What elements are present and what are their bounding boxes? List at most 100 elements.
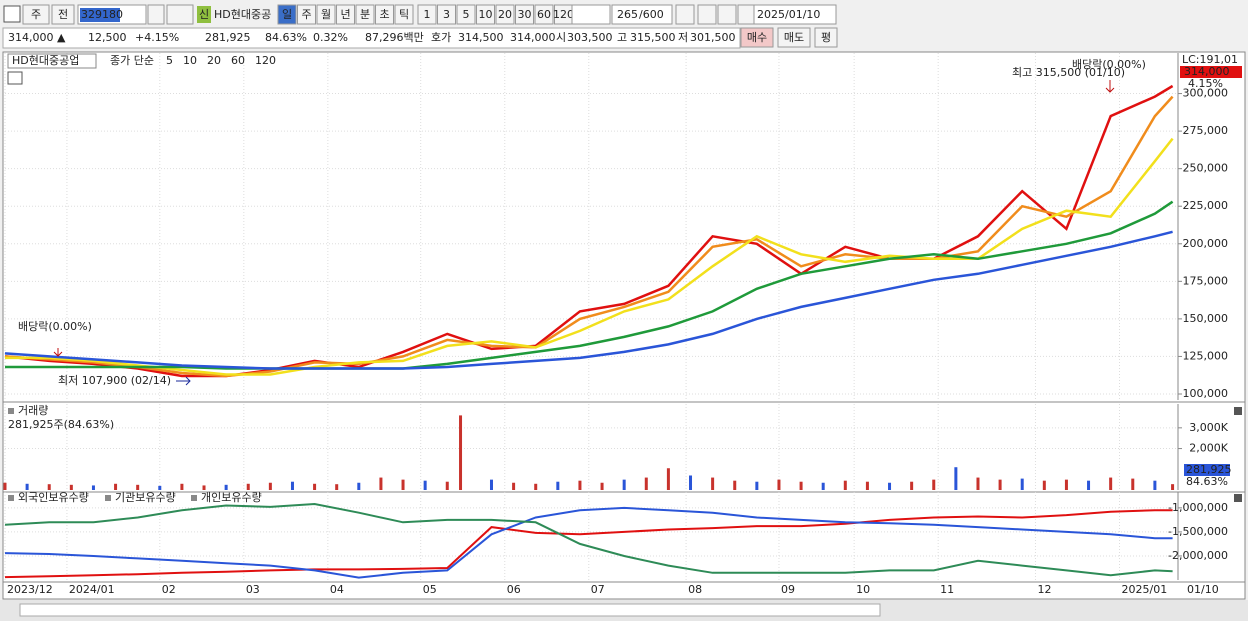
period[interactable]: 일 — [282, 7, 292, 21]
period[interactable]: 월 — [321, 8, 331, 21]
close-button[interactable] — [1234, 494, 1242, 502]
interval-button[interactable] — [495, 4, 515, 25]
period[interactable]: 틱 — [399, 8, 409, 21]
volume-bar — [644, 477, 648, 490]
volume-bar — [976, 477, 980, 490]
code-highlight — [80, 8, 120, 22]
eval-button[interactable]: 평 — [821, 31, 831, 44]
prev[interactable]: 전 — [58, 8, 68, 21]
interval[interactable]: 3 — [443, 8, 450, 21]
series-line — [5, 137, 1174, 376]
volume-bar — [91, 485, 95, 490]
volume-bar — [136, 484, 140, 490]
annotation: 최고 315,500 (01/10) — [1012, 66, 1125, 79]
period[interactable]: 년 — [340, 8, 350, 21]
volume-subtitle: 281,925주(84.63%) — [8, 418, 114, 431]
interval-button[interactable] — [417, 4, 437, 25]
count-input[interactable] — [571, 4, 611, 25]
count-box[interactable] — [611, 4, 673, 25]
series-line — [4, 230, 1173, 370]
count-max: /600 — [639, 8, 664, 21]
interval-button[interactable] — [437, 4, 456, 25]
period[interactable]: 주 — [301, 8, 311, 21]
x-tick-label: 2023/12 — [7, 583, 53, 596]
tool-button[interactable] — [675, 4, 695, 25]
period-button[interactable] — [375, 4, 394, 25]
interval[interactable]: 60 — [537, 8, 551, 21]
code[interactable]: 329180 — [81, 8, 123, 21]
legend-entry: 10 — [183, 54, 197, 67]
interval[interactable]: 10 — [479, 8, 493, 21]
period-type-button[interactable] — [22, 4, 50, 25]
legend-label: 종가 단순 — [110, 54, 154, 67]
interval[interactable]: 5 — [463, 8, 470, 21]
count[interactable]: 265 — [617, 8, 638, 21]
prev-button[interactable] — [51, 4, 75, 25]
volume-bar — [114, 483, 118, 490]
annotation-arrow — [53, 348, 63, 357]
period[interactable]: 초 — [379, 8, 389, 21]
volume-bar — [158, 485, 162, 490]
period-button[interactable] — [394, 4, 414, 25]
interval[interactable]: 20 — [498, 8, 512, 21]
close-button[interactable] — [1234, 407, 1242, 415]
volume-bar — [202, 485, 206, 490]
volume-bar — [423, 480, 427, 490]
interval[interactable]: 1 — [424, 8, 431, 21]
y-tick-label: 275,000 — [1183, 124, 1229, 137]
sell-button-button[interactable] — [777, 27, 811, 48]
volume-bar — [1153, 480, 1157, 490]
x-tick-label: 05 — [423, 583, 437, 596]
tool-button[interactable] — [737, 4, 757, 25]
y-tick-label: 3,000K — [1189, 421, 1228, 434]
eval-button-button[interactable] — [814, 27, 838, 48]
period-type[interactable]: 주 — [31, 8, 41, 21]
date[interactable]: 2025/01/10 — [757, 8, 820, 21]
period-button[interactable] — [316, 4, 336, 25]
volume-bar — [888, 482, 892, 490]
scroll-track[interactable] — [19, 603, 881, 617]
quote-open-label: 시 — [556, 31, 566, 44]
tool-button[interactable] — [697, 4, 717, 25]
sell-button[interactable]: 매도 — [784, 31, 804, 44]
volume-bar — [954, 467, 958, 490]
interval[interactable]: 120 — [553, 8, 574, 21]
period-button[interactable] — [336, 4, 355, 25]
chart-icon[interactable] — [7, 71, 23, 85]
annotation: 배당락(0.00%) — [1072, 58, 1146, 71]
quote-bid: 314,000 — [510, 31, 556, 44]
date-input[interactable] — [753, 4, 837, 25]
sound-button[interactable] — [166, 4, 194, 25]
title-box — [7, 53, 97, 69]
interval[interactable]: 30 — [518, 8, 532, 21]
legend-entry: 60 — [231, 54, 245, 67]
period-button[interactable] — [277, 4, 297, 25]
quote-volume-rate: 84.63% — [265, 31, 307, 44]
period[interactable]: 분 — [360, 8, 370, 21]
volume-bar — [534, 483, 538, 490]
interval-button[interactable] — [534, 4, 554, 25]
volume-bar — [689, 475, 693, 490]
interval-button[interactable] — [456, 4, 476, 25]
quote-turnover: 0.32% — [313, 31, 348, 44]
x-tick-label: 09 — [781, 583, 795, 596]
series-line — [4, 506, 1173, 579]
legend-entry: 120 — [255, 54, 276, 67]
buy-button[interactable]: 매수 — [747, 31, 767, 44]
buy-button-button[interactable] — [740, 27, 774, 48]
series-line — [4, 502, 1173, 577]
series-line — [4, 95, 1174, 378]
volume-bar — [821, 482, 825, 490]
volume-bar — [998, 479, 1002, 490]
period-button[interactable] — [297, 4, 316, 25]
interval-button[interactable] — [476, 4, 495, 25]
y-tick-label: 250,000 — [1183, 162, 1229, 175]
interval-button[interactable] — [515, 4, 534, 25]
y-tick-label: 2,000K — [1189, 442, 1228, 455]
search-button[interactable] — [147, 4, 165, 25]
period-button[interactable] — [355, 4, 375, 25]
quote-low: 301,500 — [690, 31, 736, 44]
menu-icon[interactable] — [3, 5, 21, 23]
tool-button[interactable] — [717, 4, 737, 25]
y-tick-label: 100,000 — [1183, 387, 1229, 400]
